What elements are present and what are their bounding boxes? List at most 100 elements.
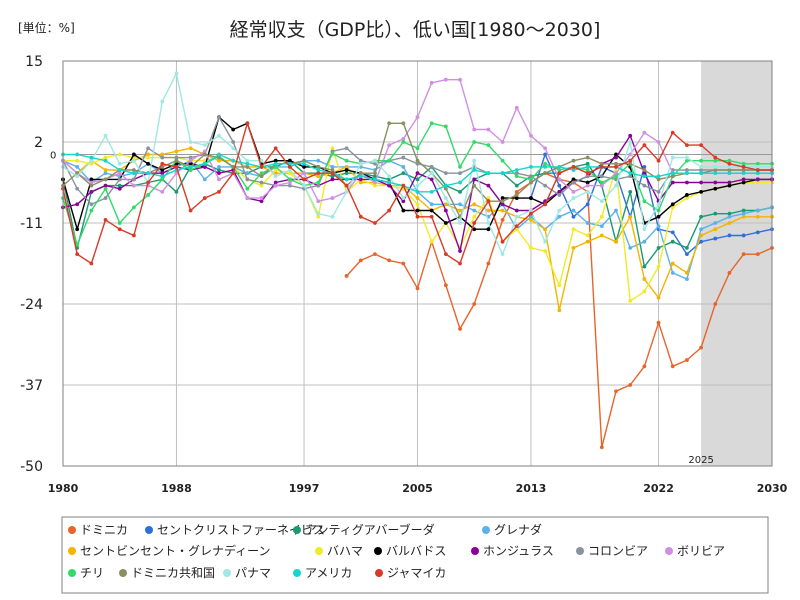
x-tick-label: 1997 [289,482,320,495]
data-point [316,183,321,188]
data-point [571,227,576,232]
legend-label: パナマ [235,566,271,580]
data-point [599,224,604,229]
data-point [401,165,406,169]
data-point [160,189,165,194]
data-point [628,158,633,163]
data-point [443,186,448,191]
data-point [727,161,732,166]
data-point [472,227,477,232]
data-point [543,161,548,166]
data-point [529,177,533,182]
data-point [217,165,221,169]
data-point [202,196,207,200]
data-point [132,177,136,182]
data-point [628,152,633,157]
data-point [755,177,760,182]
legend-label: ホンジュラス [483,544,554,558]
legend-label: ドミニカ共和国 [131,566,215,580]
data-point [89,208,94,213]
data-point [259,196,264,200]
data-point [89,177,94,182]
data-point [614,165,618,169]
legend-label: バルバドス [386,544,446,558]
data-point [287,177,292,182]
data-point [699,171,703,176]
data-point [656,177,661,182]
data-point [628,133,633,138]
data-point [231,146,236,151]
data-point [146,193,150,197]
data-point [132,158,136,163]
data-point [670,270,675,275]
data-point [344,177,349,182]
data-point [557,208,562,213]
data-point [571,246,576,250]
data-point [713,165,718,169]
data-point [132,205,136,210]
data-point [755,252,760,257]
plot-area [61,60,774,467]
data-point [415,161,420,166]
data-point [585,202,590,207]
data-point [713,158,718,163]
legend-marker [293,569,301,577]
data-point [117,221,122,225]
x-tick-label: 1988 [161,482,192,495]
series-アメリカ [61,152,774,194]
data-point [571,158,576,163]
data-point [330,146,335,151]
data-point [415,171,420,176]
x-tick-label: 2030 [757,482,788,495]
data-point [287,165,292,169]
data-point [642,171,647,176]
data-point [741,211,746,216]
data-point [529,174,533,179]
data-point [458,180,462,185]
data-point [656,246,661,250]
data-point [287,180,292,185]
data-point [146,155,150,160]
data-point [117,152,122,157]
data-point [741,180,746,185]
data-point [344,171,349,176]
data-point [514,193,519,197]
data-point [628,214,633,219]
data-point [316,214,321,219]
data-point [614,171,618,176]
data-point [727,211,732,216]
data-point [75,165,80,169]
data-point [741,177,746,182]
legend-label: アンティグアバーブーダ [305,522,435,537]
data-point [373,171,377,176]
data-point [429,239,434,244]
data-point [557,193,562,197]
data-point [614,155,618,160]
data-point [642,199,647,204]
data-point [373,252,377,257]
data-point [458,208,462,213]
data-point [316,211,321,216]
data-point [217,115,221,119]
data-point [713,155,718,160]
data-point [670,230,675,235]
data-point [401,196,406,200]
data-point [727,171,732,176]
data-point [160,152,165,157]
data-point [146,161,150,166]
data-point [132,152,136,157]
data-point [741,171,746,176]
data-point [231,171,236,176]
data-point [571,180,576,185]
data-point [486,208,491,213]
data-point [571,196,576,200]
data-point [415,115,420,119]
data-point [585,233,590,238]
data-point [75,252,80,257]
data-point [103,183,108,188]
data-point [344,165,349,169]
data-point [656,320,661,325]
data-point [231,140,236,144]
data-point [387,208,392,213]
data-point [500,208,505,213]
